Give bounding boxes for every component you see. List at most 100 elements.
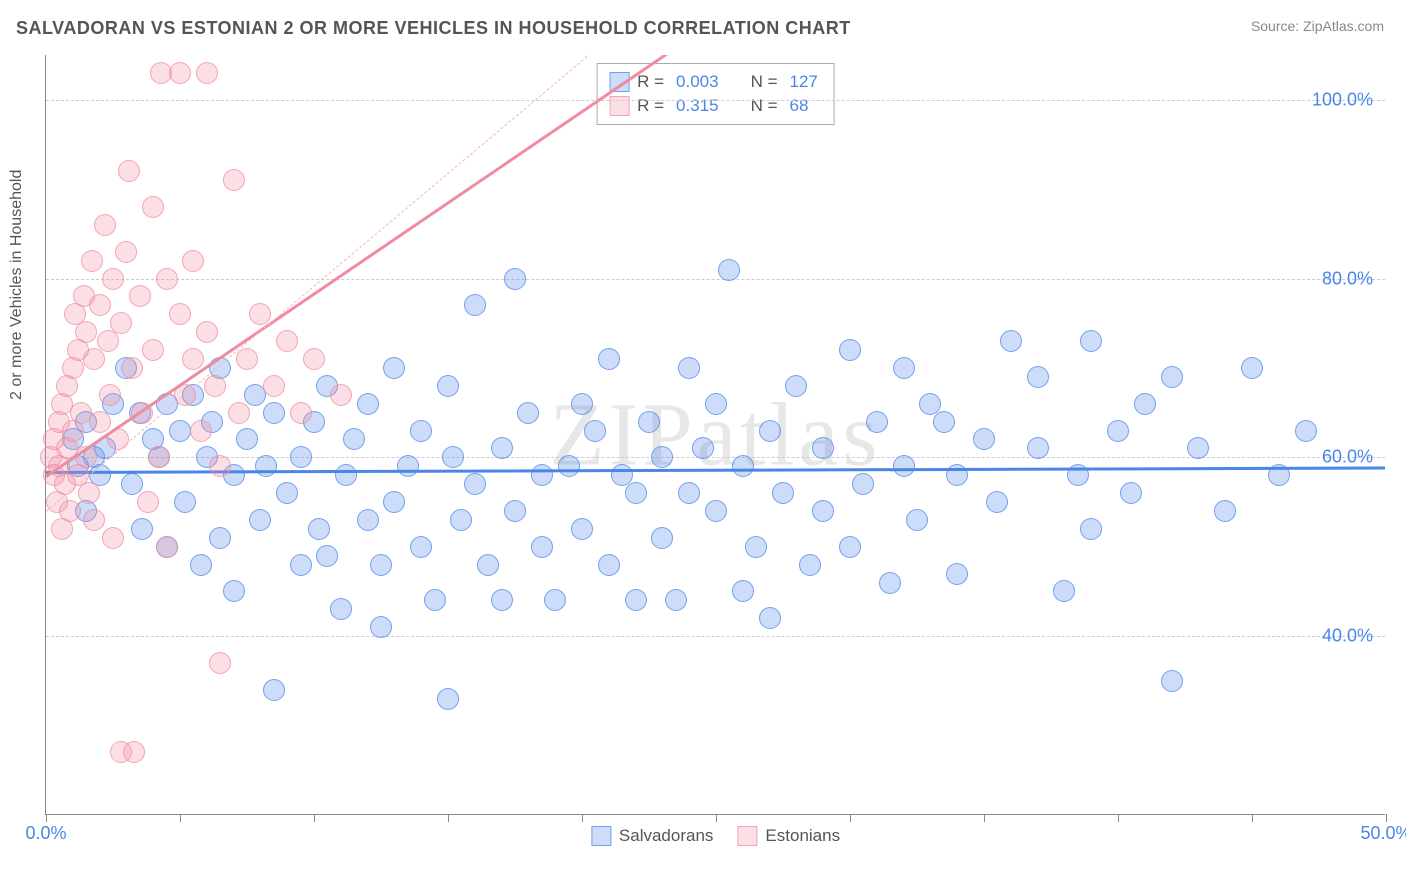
scatter-point bbox=[678, 482, 700, 504]
scatter-point bbox=[665, 589, 687, 611]
scatter-point bbox=[99, 384, 121, 406]
scatter-point bbox=[464, 473, 486, 495]
scatter-point bbox=[169, 62, 191, 84]
legend-item-1: Estonians bbox=[737, 826, 840, 846]
scatter-point bbox=[625, 482, 647, 504]
x-tick-mark bbox=[46, 814, 47, 822]
plot-area: ZIPatlas R = 0.003 N = 127 R = 0.315 N =… bbox=[45, 55, 1385, 815]
x-tick-mark bbox=[582, 814, 583, 822]
scatter-point bbox=[879, 572, 901, 594]
scatter-point bbox=[249, 509, 271, 531]
scatter-point bbox=[799, 554, 821, 576]
scatter-point bbox=[110, 312, 132, 334]
scatter-point bbox=[118, 160, 140, 182]
scatter-point bbox=[933, 411, 955, 433]
scatter-point bbox=[249, 303, 271, 325]
scatter-point bbox=[1053, 580, 1075, 602]
n-label: N = bbox=[751, 72, 778, 92]
scatter-point bbox=[759, 607, 781, 629]
scatter-point bbox=[190, 554, 212, 576]
scatter-point bbox=[236, 348, 258, 370]
scatter-point bbox=[692, 437, 714, 459]
scatter-point bbox=[223, 580, 245, 602]
scatter-point bbox=[651, 446, 673, 468]
scatter-point bbox=[1027, 366, 1049, 388]
scatter-point bbox=[584, 420, 606, 442]
x-tick-mark bbox=[314, 814, 315, 822]
scatter-point bbox=[1080, 330, 1102, 352]
x-tick-mark bbox=[850, 814, 851, 822]
scatter-point bbox=[1241, 357, 1263, 379]
scatter-point bbox=[169, 303, 191, 325]
scatter-point bbox=[255, 455, 277, 477]
scatter-point bbox=[477, 554, 499, 576]
x-tick-mark bbox=[1386, 814, 1387, 822]
scatter-point bbox=[209, 527, 231, 549]
scatter-point bbox=[169, 420, 191, 442]
scatter-point bbox=[228, 402, 250, 424]
legend-swatch-0 bbox=[609, 72, 629, 92]
scatter-point bbox=[75, 321, 97, 343]
y-axis-label: 2 or more Vehicles in Household bbox=[8, 170, 26, 400]
scatter-point bbox=[1120, 482, 1142, 504]
scatter-point bbox=[131, 402, 153, 424]
scatter-point bbox=[196, 321, 218, 343]
scatter-point bbox=[263, 402, 285, 424]
scatter-point bbox=[330, 598, 352, 620]
y-tick-label: 100.0% bbox=[1312, 89, 1373, 110]
scatter-point bbox=[598, 554, 620, 576]
legend-swatch-1 bbox=[737, 826, 757, 846]
scatter-point bbox=[571, 518, 593, 540]
scatter-point bbox=[383, 491, 405, 513]
scatter-point bbox=[946, 464, 968, 486]
scatter-point bbox=[383, 357, 405, 379]
scatter-point bbox=[598, 348, 620, 370]
scatter-point bbox=[83, 509, 105, 531]
scatter-point bbox=[182, 250, 204, 272]
scatter-point bbox=[263, 375, 285, 397]
scatter-point bbox=[866, 411, 888, 433]
scatter-point bbox=[308, 518, 330, 540]
scatter-point bbox=[491, 437, 513, 459]
scatter-point bbox=[1161, 366, 1183, 388]
scatter-point bbox=[504, 500, 526, 522]
scatter-point bbox=[437, 688, 459, 710]
scatter-point bbox=[263, 679, 285, 701]
scatter-point bbox=[812, 437, 834, 459]
scatter-point bbox=[1214, 500, 1236, 522]
scatter-point bbox=[718, 259, 740, 281]
scatter-point bbox=[1268, 464, 1290, 486]
y-tick-label: 40.0% bbox=[1322, 626, 1373, 647]
scatter-point bbox=[223, 169, 245, 191]
scatter-point bbox=[772, 482, 794, 504]
scatter-point bbox=[357, 393, 379, 415]
scatter-point bbox=[1000, 330, 1022, 352]
scatter-point bbox=[839, 339, 861, 361]
scatter-point bbox=[893, 357, 915, 379]
scatter-point bbox=[276, 330, 298, 352]
scatter-point bbox=[81, 250, 103, 272]
scatter-point bbox=[236, 428, 258, 450]
scatter-point bbox=[410, 536, 432, 558]
scatter-point bbox=[131, 518, 153, 540]
x-tick-label: 50.0% bbox=[1360, 823, 1406, 844]
scatter-point bbox=[102, 527, 124, 549]
scatter-point bbox=[137, 491, 159, 513]
scatter-point bbox=[357, 509, 379, 531]
scatter-point bbox=[121, 357, 143, 379]
scatter-point bbox=[531, 536, 553, 558]
scatter-point bbox=[370, 554, 392, 576]
scatter-point bbox=[986, 491, 1008, 513]
scatter-point bbox=[276, 482, 298, 504]
scatter-point bbox=[397, 455, 419, 477]
scatter-point bbox=[785, 375, 807, 397]
scatter-point bbox=[89, 294, 111, 316]
scatter-point bbox=[174, 384, 196, 406]
scatter-point bbox=[156, 268, 178, 290]
grid-line bbox=[46, 279, 1385, 280]
scatter-point bbox=[89, 411, 111, 433]
scatter-point bbox=[1107, 420, 1129, 442]
chart-title: SALVADORAN VS ESTONIAN 2 OR MORE VEHICLE… bbox=[16, 18, 851, 39]
scatter-point bbox=[59, 500, 81, 522]
trend-line-0 bbox=[46, 466, 1385, 473]
